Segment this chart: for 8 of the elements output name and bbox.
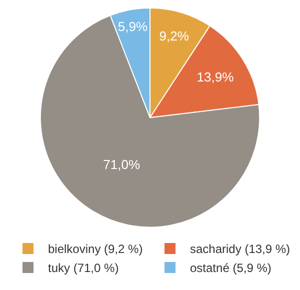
data-label: 13,9% (196, 69, 234, 84)
data-label: 5,9% (118, 19, 148, 34)
data-label: 71,0% (103, 157, 140, 172)
data-label: 9,2% (159, 28, 190, 44)
legend-label: ostatné (5,9 %) (190, 261, 272, 276)
legend-label: bielkoviny (9,2 %) (48, 242, 143, 256)
legend-label: tuky (71,0 %) (48, 261, 119, 276)
legend-label: sacharidy (13,9 %) (190, 242, 290, 256)
